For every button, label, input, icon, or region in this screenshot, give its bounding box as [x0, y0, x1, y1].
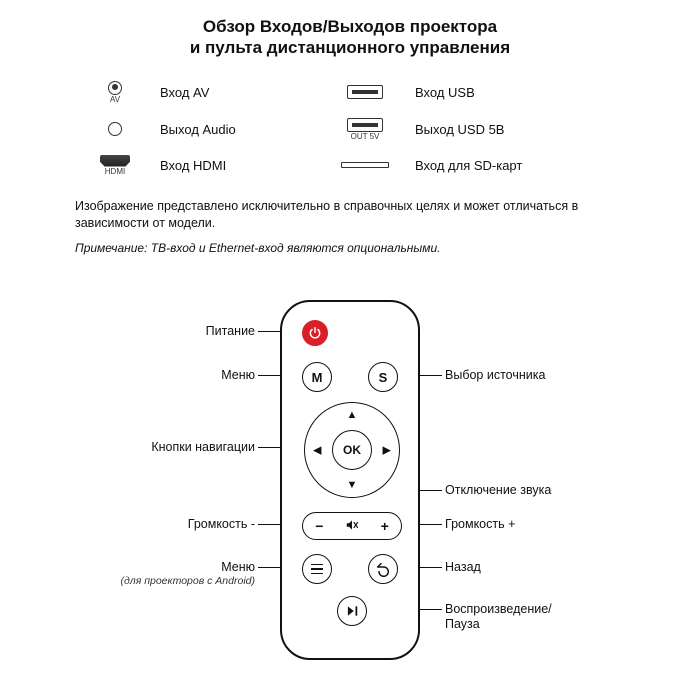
menu2-sub-callout: (для проекторов с Android): [105, 575, 255, 587]
nav-callout: Кнопки навигации: [95, 440, 255, 454]
mute-icon: [345, 519, 359, 531]
right-arrow-icon[interactable]: ▶: [383, 444, 391, 457]
menu-button[interactable]: M: [302, 362, 332, 392]
av-port-caption: AV: [110, 95, 120, 104]
ok-button[interactable]: OK: [332, 430, 372, 470]
volplus-callout: Громкость +: [445, 517, 515, 531]
ok-label: OK: [343, 443, 361, 457]
usd5v-output-label: Выход USD 5В: [415, 122, 615, 137]
av-input-label: Вход AV: [160, 85, 315, 100]
audio-output-label: Выход Audio: [160, 122, 315, 137]
volume-pill: − +: [302, 512, 402, 540]
sd-slot-icon: [325, 162, 405, 168]
hdmi-input-label: Вход HDMI: [160, 158, 315, 173]
audio-port-icon: [80, 122, 150, 136]
av-port-icon: AV: [80, 81, 150, 104]
usb-port-icon: [325, 85, 405, 99]
power-icon: [308, 326, 322, 340]
page-title: Обзор Входов/Выходов проектора и пульта …: [0, 0, 700, 59]
hamburger-icon: [311, 564, 323, 575]
title-line-2: и пульта дистанционного управления: [0, 37, 700, 58]
play-callout: Воспроизведение/: [445, 602, 552, 616]
down-arrow-icon[interactable]: ▼: [347, 479, 358, 491]
play-pause-icon: [345, 604, 359, 618]
power-button[interactable]: [302, 320, 328, 346]
volminus-callout: Громкость -: [155, 517, 255, 531]
up-arrow-icon[interactable]: ▲: [347, 409, 358, 421]
left-arrow-icon[interactable]: ◀: [313, 444, 321, 457]
dpad[interactable]: ▲ ▼ ◀ ▶ OK: [304, 402, 400, 498]
usb-input-label: Вход USB: [415, 85, 615, 100]
menu2-callout: Меню: [175, 560, 255, 574]
mute-button[interactable]: [345, 519, 359, 534]
m-label: M: [312, 370, 323, 385]
menu-callout: Меню: [175, 368, 255, 382]
hdmi-caption: HDMI: [105, 167, 125, 176]
s-label: S: [379, 370, 388, 385]
out5v-port-icon: OUT 5V: [325, 118, 405, 141]
back-callout: Назад: [445, 560, 481, 574]
remote-diagram: Питание Меню Кнопки навигации Громкость …: [0, 290, 700, 680]
vol-plus-button[interactable]: +: [381, 518, 389, 534]
title-line-1: Обзор Входов/Выходов проектора: [0, 16, 700, 37]
source-callout: Выбор источника: [445, 368, 545, 382]
sd-input-label: Вход для SD-карт: [415, 158, 615, 173]
source-button[interactable]: S: [368, 362, 398, 392]
back-button[interactable]: [368, 554, 398, 584]
mute-callout: Отключение звука: [445, 483, 551, 497]
power-callout: Питание: [175, 324, 255, 338]
hdmi-port-icon: HDMI: [80, 155, 150, 176]
out5v-caption: OUT 5V: [351, 132, 380, 141]
play-callout-2: Пауза: [445, 617, 480, 631]
back-icon: [375, 561, 391, 577]
play-pause-button[interactable]: [337, 596, 367, 626]
vol-minus-button[interactable]: −: [315, 518, 323, 534]
io-table: AV Вход AV Вход USB Выход Audio OUT 5V В…: [80, 81, 700, 176]
note-text: Примечание: ТВ-вход и Ethernet-вход явля…: [75, 241, 625, 255]
android-menu-button[interactable]: [302, 554, 332, 584]
remote-body: M S ▲ ▼ ◀ ▶ OK − +: [280, 300, 420, 660]
disclaimer-text: Изображение представлено исключительно в…: [75, 198, 625, 233]
